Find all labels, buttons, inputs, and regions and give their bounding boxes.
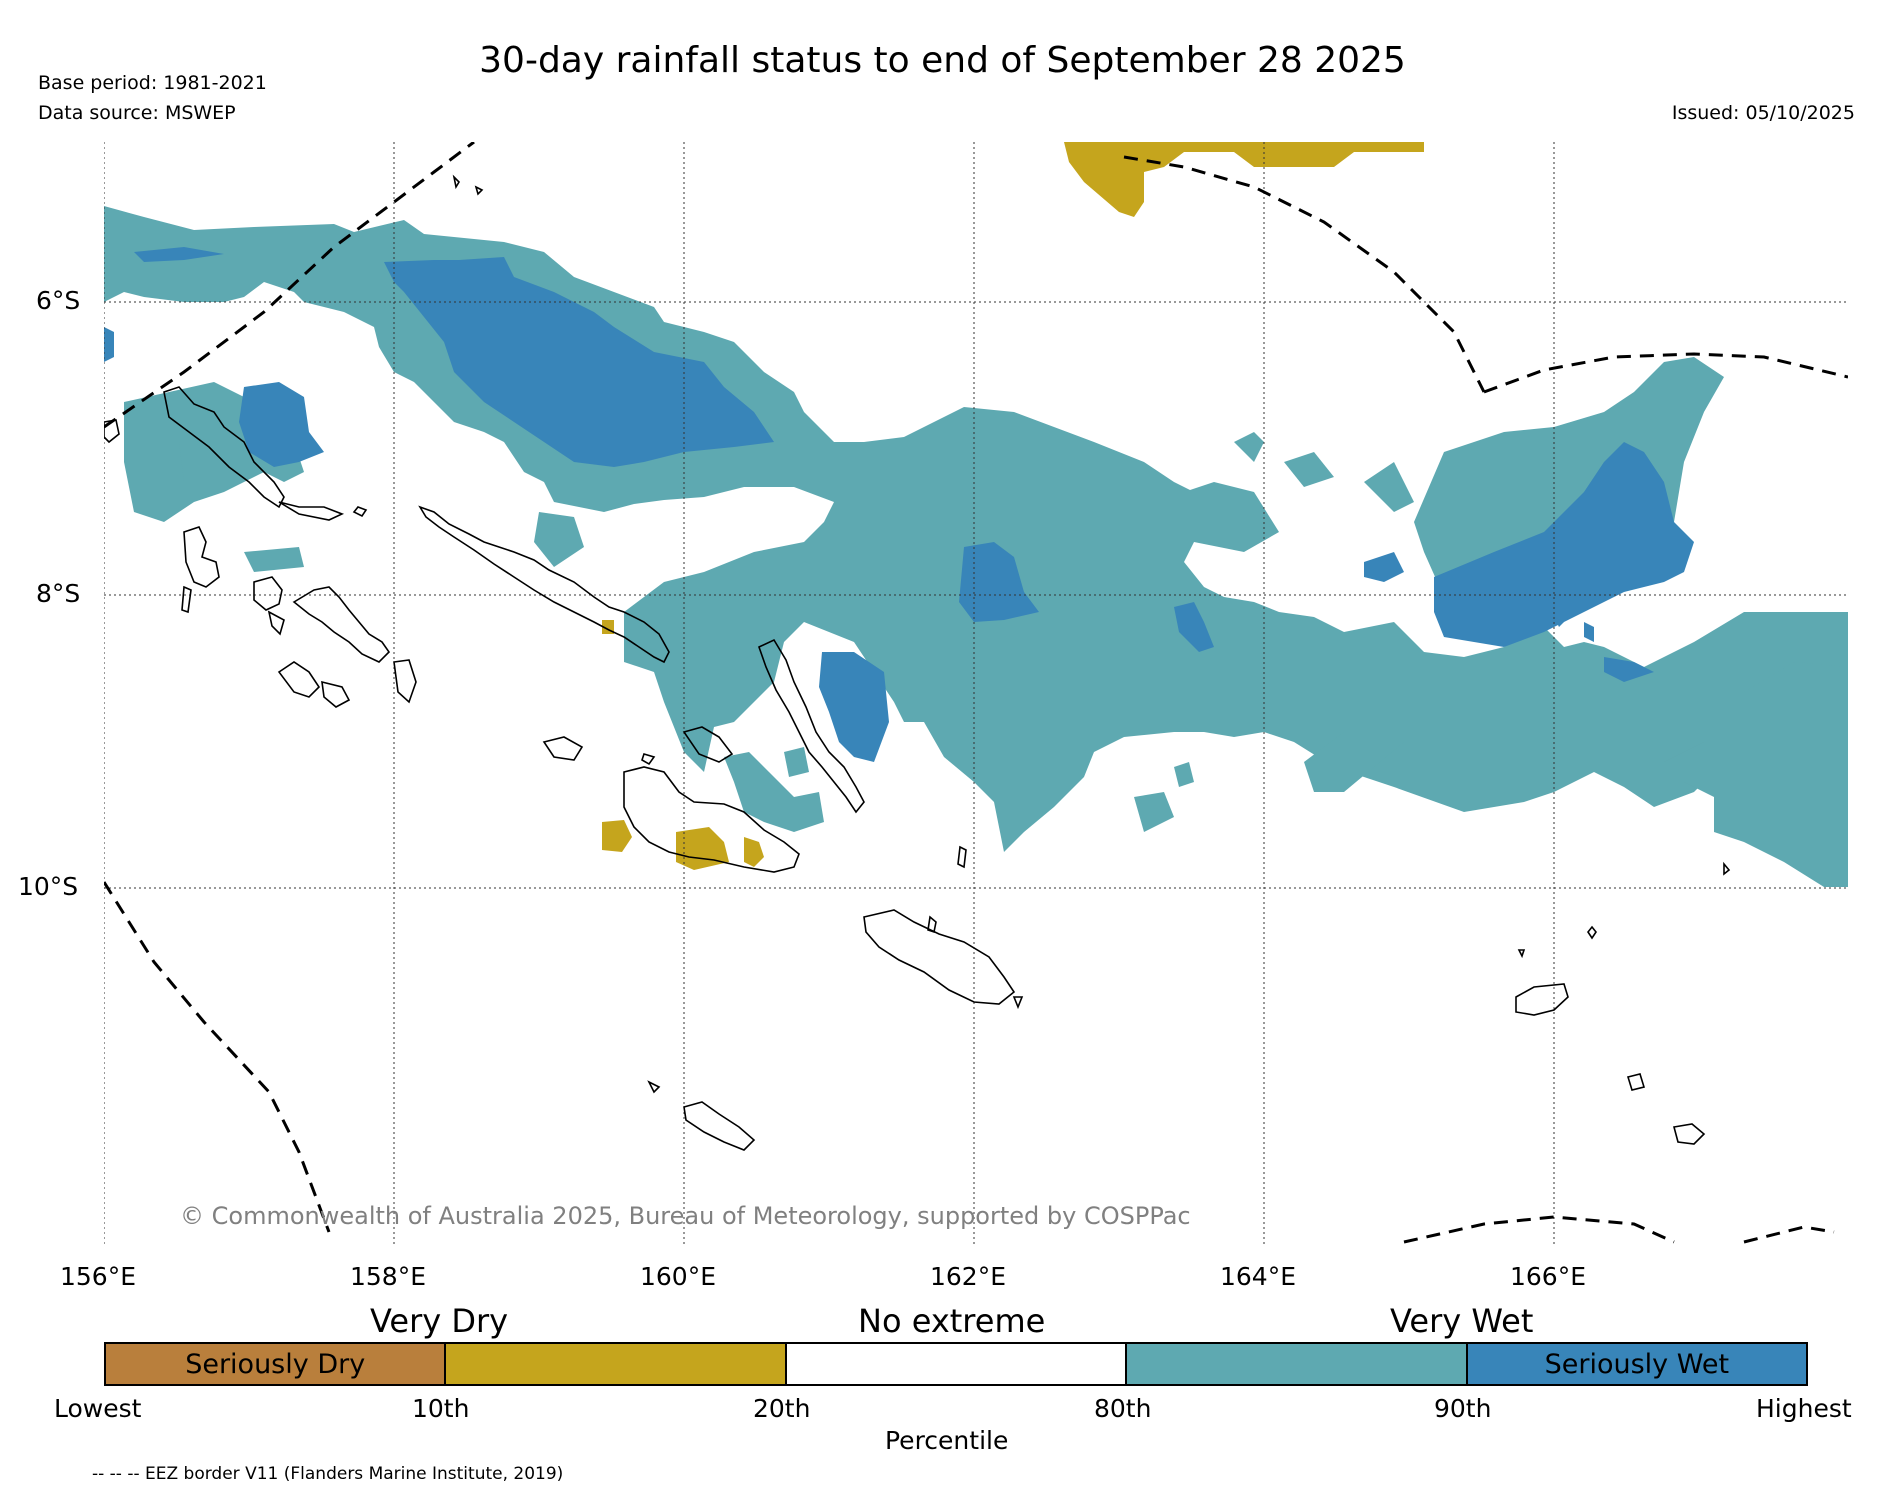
lon-label-158e: 158°E: [350, 1262, 427, 1291]
tick-20th: 20th: [753, 1394, 811, 1423]
legend-colorbar: Seriously Dry Seriously Wet: [104, 1342, 1808, 1386]
legend-no-extreme: No extreme: [858, 1302, 1046, 1340]
lat-label-10s: 10°S: [18, 872, 79, 901]
graticule: [104, 142, 1848, 1244]
lon-label-156e: 156°E: [60, 1262, 137, 1291]
legend-seg-seriously-wet: Seriously Wet: [1467, 1344, 1807, 1384]
legend-seg-very-dry: [446, 1344, 787, 1384]
legend-seg-no-extreme: [786, 1344, 1128, 1384]
lon-label-166e: 166°E: [1510, 1262, 1587, 1291]
lat-label-6s: 6°S: [36, 286, 81, 315]
map-title: 30-day rainfall status to end of Septemb…: [479, 40, 1406, 81]
rainfall-map: [104, 142, 1848, 1244]
lon-label-164e: 164°E: [1220, 1262, 1297, 1291]
tick-highest: Highest: [1756, 1394, 1852, 1423]
eez-borders: [104, 142, 1848, 1244]
tick-90th: 90th: [1434, 1394, 1492, 1423]
eez-note: -- -- -- EEZ border V11 (Flanders Marine…: [92, 1464, 564, 1484]
island-outlines: [104, 174, 1731, 1151]
copyright-notice: © Commonwealth of Australia 2025, Bureau…: [180, 1202, 1191, 1230]
data-source: Data source: MSWEP: [38, 102, 236, 124]
issued-date: Issued: 05/10/2025: [1671, 102, 1855, 124]
tick-lowest: Lowest: [54, 1394, 142, 1423]
tick-80th: 80th: [1094, 1394, 1152, 1423]
percentile-axis-label: Percentile: [885, 1426, 1009, 1455]
lon-label-162e: 162°E: [930, 1262, 1007, 1291]
legend-seg-seriously-dry: Seriously Dry: [106, 1344, 447, 1384]
base-period: Base period: 1981-2021: [38, 72, 267, 94]
legend-very-dry: Very Dry: [370, 1302, 509, 1340]
lon-label-160e: 160°E: [640, 1262, 717, 1291]
seriously-wet-areas: [104, 247, 1694, 762]
tick-10th: 10th: [412, 1394, 470, 1423]
lat-label-8s: 8°S: [36, 579, 81, 608]
legend-seg-very-wet: [1127, 1344, 1468, 1384]
legend-very-wet: Very Wet: [1390, 1302, 1534, 1340]
